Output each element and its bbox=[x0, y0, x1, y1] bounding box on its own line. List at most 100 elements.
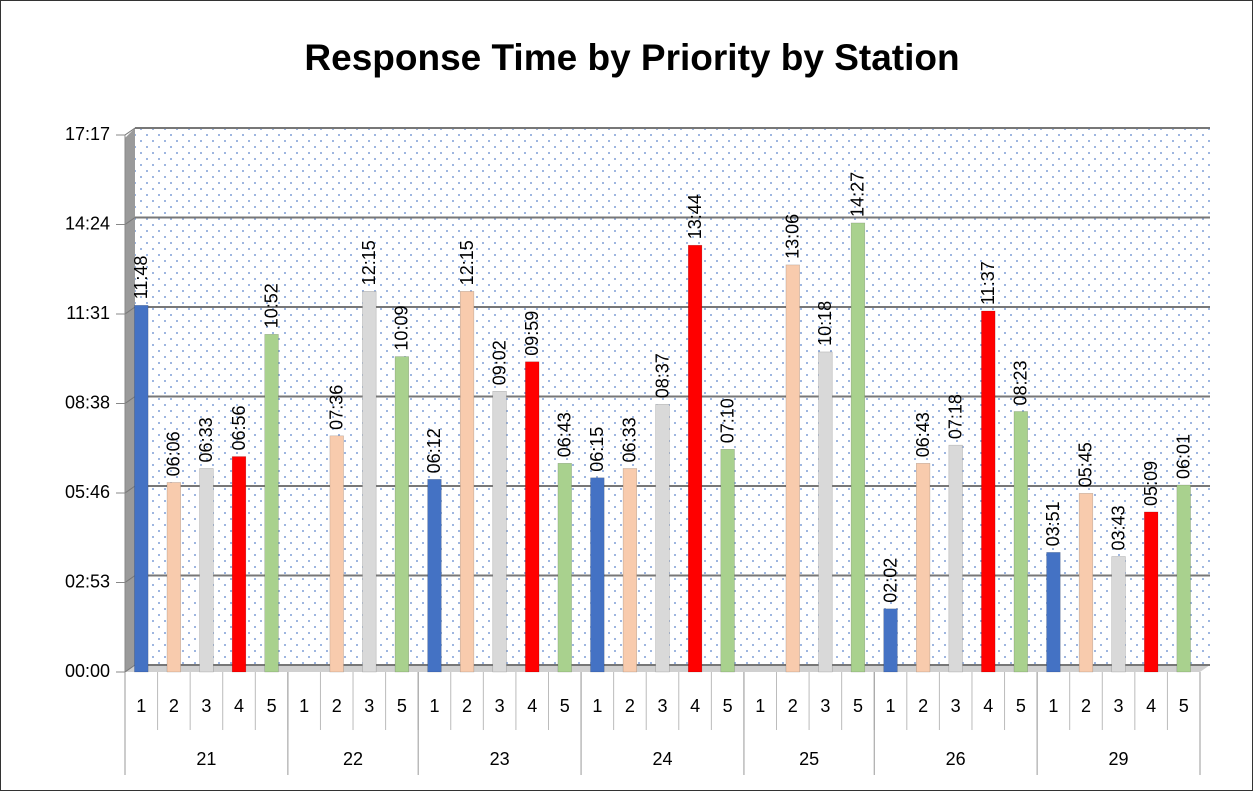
bar bbox=[1013, 411, 1028, 673]
bar bbox=[427, 479, 442, 673]
x-tick-label: 4 bbox=[527, 696, 537, 716]
data-label: 03:51 bbox=[1043, 501, 1063, 546]
x-tick-label: 2 bbox=[332, 696, 342, 716]
x-tick-label: 1 bbox=[592, 696, 602, 716]
group-label: 23 bbox=[490, 749, 510, 769]
group-label: 29 bbox=[1109, 749, 1129, 769]
bar bbox=[850, 222, 866, 673]
bar bbox=[134, 305, 149, 673]
x-tick-label: 1 bbox=[755, 696, 765, 716]
x-tick-label: 1 bbox=[299, 696, 309, 716]
bar bbox=[394, 356, 409, 673]
grid-line-side bbox=[124, 485, 136, 494]
bar bbox=[916, 463, 931, 673]
x-tick-label: 5 bbox=[267, 696, 277, 716]
bar bbox=[459, 291, 475, 673]
data-label: 06:43 bbox=[555, 412, 575, 457]
data-label: 06:33 bbox=[196, 417, 216, 462]
x-tick-label: 2 bbox=[169, 696, 179, 716]
bar bbox=[362, 291, 377, 673]
bar bbox=[264, 334, 279, 673]
chart-title: Response Time by Priority by Station bbox=[304, 37, 959, 78]
group-label: 22 bbox=[343, 749, 363, 769]
data-label: 12:15 bbox=[359, 240, 379, 285]
bar bbox=[199, 468, 214, 673]
grid-line-side bbox=[124, 575, 136, 583]
data-label: 07:36 bbox=[326, 385, 346, 430]
bar bbox=[622, 468, 638, 673]
bar bbox=[1078, 493, 1094, 673]
y-tick-label: 05:46 bbox=[65, 482, 110, 502]
data-label: 12:15 bbox=[457, 240, 477, 285]
data-label: 14:27 bbox=[848, 172, 868, 217]
bar bbox=[687, 244, 703, 673]
bar bbox=[1111, 556, 1126, 673]
grid-line-side bbox=[124, 217, 136, 225]
y-tick-label: 08:38 bbox=[65, 392, 110, 412]
x-tick-label: 2 bbox=[462, 696, 472, 716]
x-tick-label: 1 bbox=[136, 696, 146, 716]
data-label: 06:43 bbox=[913, 412, 933, 457]
bar bbox=[655, 403, 670, 673]
data-label: 13:44 bbox=[685, 194, 705, 239]
y-tick-label: 11:31 bbox=[66, 303, 110, 323]
bar bbox=[818, 351, 833, 673]
x-tick-label: 5 bbox=[853, 696, 863, 716]
x-tick-label: 2 bbox=[918, 696, 928, 716]
y-tick-label: 14:24 bbox=[65, 213, 110, 233]
y-tick-label: 00:00 bbox=[65, 661, 110, 681]
data-label: 10:09 bbox=[392, 306, 412, 351]
data-label: 03:43 bbox=[1108, 505, 1128, 550]
x-tick-label: 4 bbox=[690, 696, 700, 716]
grid-line-side bbox=[124, 306, 136, 315]
grid-line-side bbox=[124, 664, 136, 673]
data-label: 09:59 bbox=[522, 311, 542, 356]
bar bbox=[948, 444, 963, 673]
bar bbox=[557, 463, 572, 673]
data-label: 06:15 bbox=[587, 427, 607, 472]
data-label: 06:33 bbox=[620, 417, 640, 462]
bar bbox=[1176, 484, 1191, 673]
x-tick-label: 5 bbox=[723, 696, 733, 716]
x-tick-label: 3 bbox=[657, 696, 667, 716]
x-tick-label: 2 bbox=[1081, 696, 1091, 716]
bar bbox=[883, 608, 898, 673]
bar bbox=[785, 264, 800, 673]
y-tick-label: 17:17 bbox=[65, 124, 110, 144]
bar bbox=[525, 361, 540, 673]
data-label: 11:48 bbox=[131, 256, 151, 300]
x-tick-label: 3 bbox=[820, 696, 830, 716]
data-label: 10:52 bbox=[261, 283, 281, 328]
bar bbox=[590, 477, 605, 673]
x-tick-label: 5 bbox=[397, 696, 407, 716]
data-label: 02:02 bbox=[880, 558, 900, 603]
data-label: 07:18 bbox=[945, 394, 965, 439]
data-label: 06:12 bbox=[424, 428, 444, 473]
bar bbox=[720, 449, 735, 673]
bar bbox=[166, 482, 181, 673]
data-label: 08:23 bbox=[1011, 360, 1031, 405]
bar bbox=[231, 456, 247, 673]
x-tick-label: 5 bbox=[1179, 696, 1189, 716]
data-label: 08:37 bbox=[652, 353, 672, 398]
data-label: 13:06 bbox=[783, 214, 803, 259]
grid-line-side bbox=[124, 396, 136, 404]
group-label: 25 bbox=[799, 749, 819, 769]
group-label: 26 bbox=[946, 749, 966, 769]
x-tick-label: 4 bbox=[1146, 696, 1156, 716]
y-tick-label: 02:53 bbox=[65, 571, 110, 591]
data-label: 05:45 bbox=[1076, 442, 1096, 487]
x-tick-label: 1 bbox=[429, 696, 439, 716]
x-tick-label: 3 bbox=[1114, 696, 1124, 716]
bar bbox=[492, 391, 507, 673]
x-tick-label: 3 bbox=[201, 696, 211, 716]
x-tick-label: 2 bbox=[625, 696, 635, 716]
x-tick-label: 1 bbox=[1048, 696, 1058, 716]
x-tick-label: 4 bbox=[983, 696, 993, 716]
bar bbox=[1144, 511, 1159, 673]
group-label: 21 bbox=[196, 749, 216, 769]
x-tick-label: 4 bbox=[234, 696, 244, 716]
x-tick-label: 5 bbox=[1016, 696, 1026, 716]
data-label: 06:01 bbox=[1173, 434, 1193, 479]
